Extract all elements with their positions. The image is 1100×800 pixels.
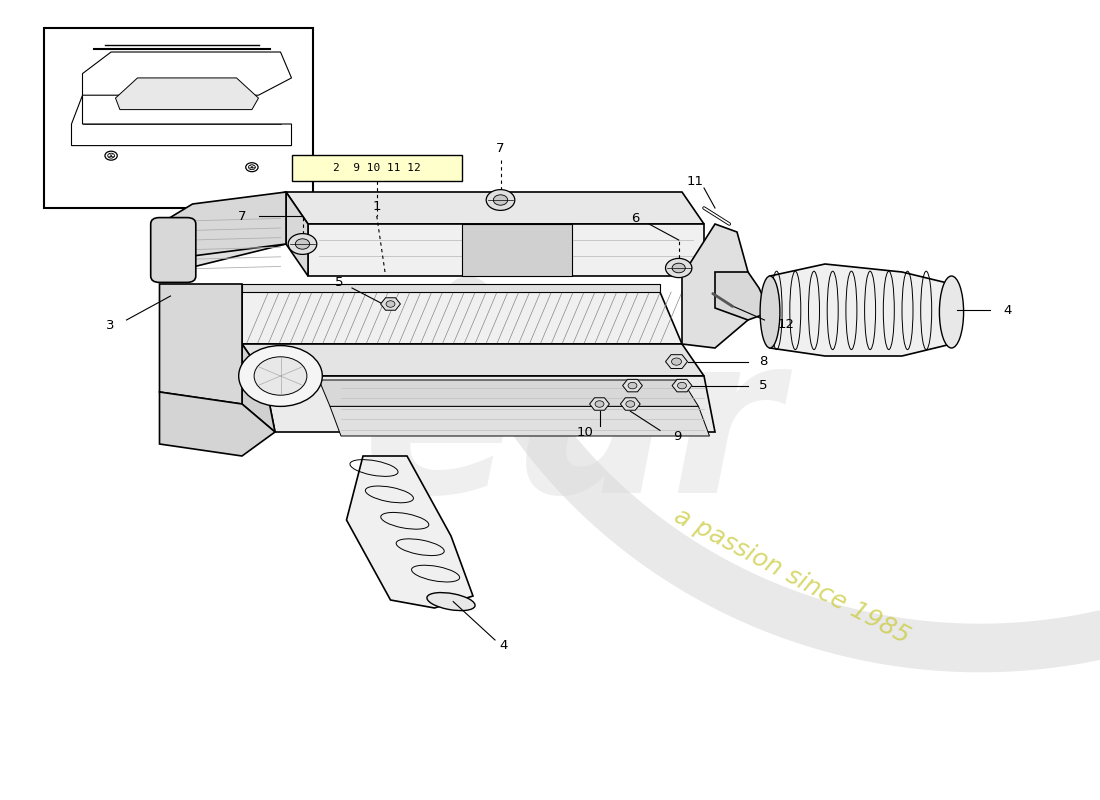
Text: 5: 5 <box>759 379 768 392</box>
Polygon shape <box>346 456 473 608</box>
Text: 5: 5 <box>334 276 343 289</box>
Text: 7: 7 <box>238 210 246 222</box>
Polygon shape <box>242 344 704 376</box>
Circle shape <box>486 190 515 210</box>
Polygon shape <box>242 344 682 352</box>
Polygon shape <box>160 392 275 456</box>
Circle shape <box>678 382 686 389</box>
Circle shape <box>254 357 307 395</box>
Polygon shape <box>715 272 770 320</box>
Circle shape <box>386 301 395 307</box>
Polygon shape <box>231 288 242 344</box>
Polygon shape <box>319 380 698 406</box>
Polygon shape <box>72 95 292 146</box>
FancyBboxPatch shape <box>151 218 196 282</box>
Circle shape <box>626 401 635 407</box>
Circle shape <box>628 382 637 389</box>
Polygon shape <box>286 192 308 276</box>
Text: 8: 8 <box>759 355 768 368</box>
Polygon shape <box>620 398 640 410</box>
Polygon shape <box>82 52 292 95</box>
Polygon shape <box>242 344 275 432</box>
Polygon shape <box>242 292 682 344</box>
Polygon shape <box>682 224 748 348</box>
Polygon shape <box>116 78 258 110</box>
Circle shape <box>288 234 317 254</box>
Polygon shape <box>672 379 692 392</box>
Text: 6: 6 <box>631 212 640 225</box>
Text: 4: 4 <box>499 639 508 652</box>
Text: 2  9 10 11 12: 2 9 10 11 12 <box>333 163 420 173</box>
Polygon shape <box>666 354 688 369</box>
Polygon shape <box>381 298 400 310</box>
Text: 10: 10 <box>576 426 594 438</box>
Polygon shape <box>462 224 572 276</box>
Polygon shape <box>623 379 642 392</box>
Circle shape <box>595 401 604 407</box>
Text: a passion since 1985: a passion since 1985 <box>670 504 914 648</box>
Ellipse shape <box>427 593 475 610</box>
Polygon shape <box>160 192 286 275</box>
Text: 11: 11 <box>686 175 704 188</box>
Circle shape <box>239 346 322 406</box>
Circle shape <box>671 358 682 365</box>
Polygon shape <box>330 406 710 436</box>
Circle shape <box>666 258 692 278</box>
Text: 4: 4 <box>1003 304 1012 317</box>
Text: 3: 3 <box>106 319 114 332</box>
Polygon shape <box>286 192 704 224</box>
Bar <box>44 28 313 208</box>
Text: 1: 1 <box>373 200 381 213</box>
Ellipse shape <box>760 276 780 348</box>
Polygon shape <box>308 224 704 276</box>
Ellipse shape <box>939 276 964 348</box>
Circle shape <box>672 263 685 273</box>
Polygon shape <box>770 264 952 356</box>
Text: 12: 12 <box>778 318 794 330</box>
Text: eur: eur <box>363 325 781 539</box>
Polygon shape <box>160 284 242 404</box>
Polygon shape <box>590 398 609 410</box>
Circle shape <box>493 194 507 206</box>
Circle shape <box>295 238 310 250</box>
Polygon shape <box>264 376 715 432</box>
Polygon shape <box>160 192 286 275</box>
Text: 7: 7 <box>496 142 505 154</box>
Polygon shape <box>242 284 660 292</box>
FancyBboxPatch shape <box>292 155 462 181</box>
Text: 9: 9 <box>673 430 682 442</box>
